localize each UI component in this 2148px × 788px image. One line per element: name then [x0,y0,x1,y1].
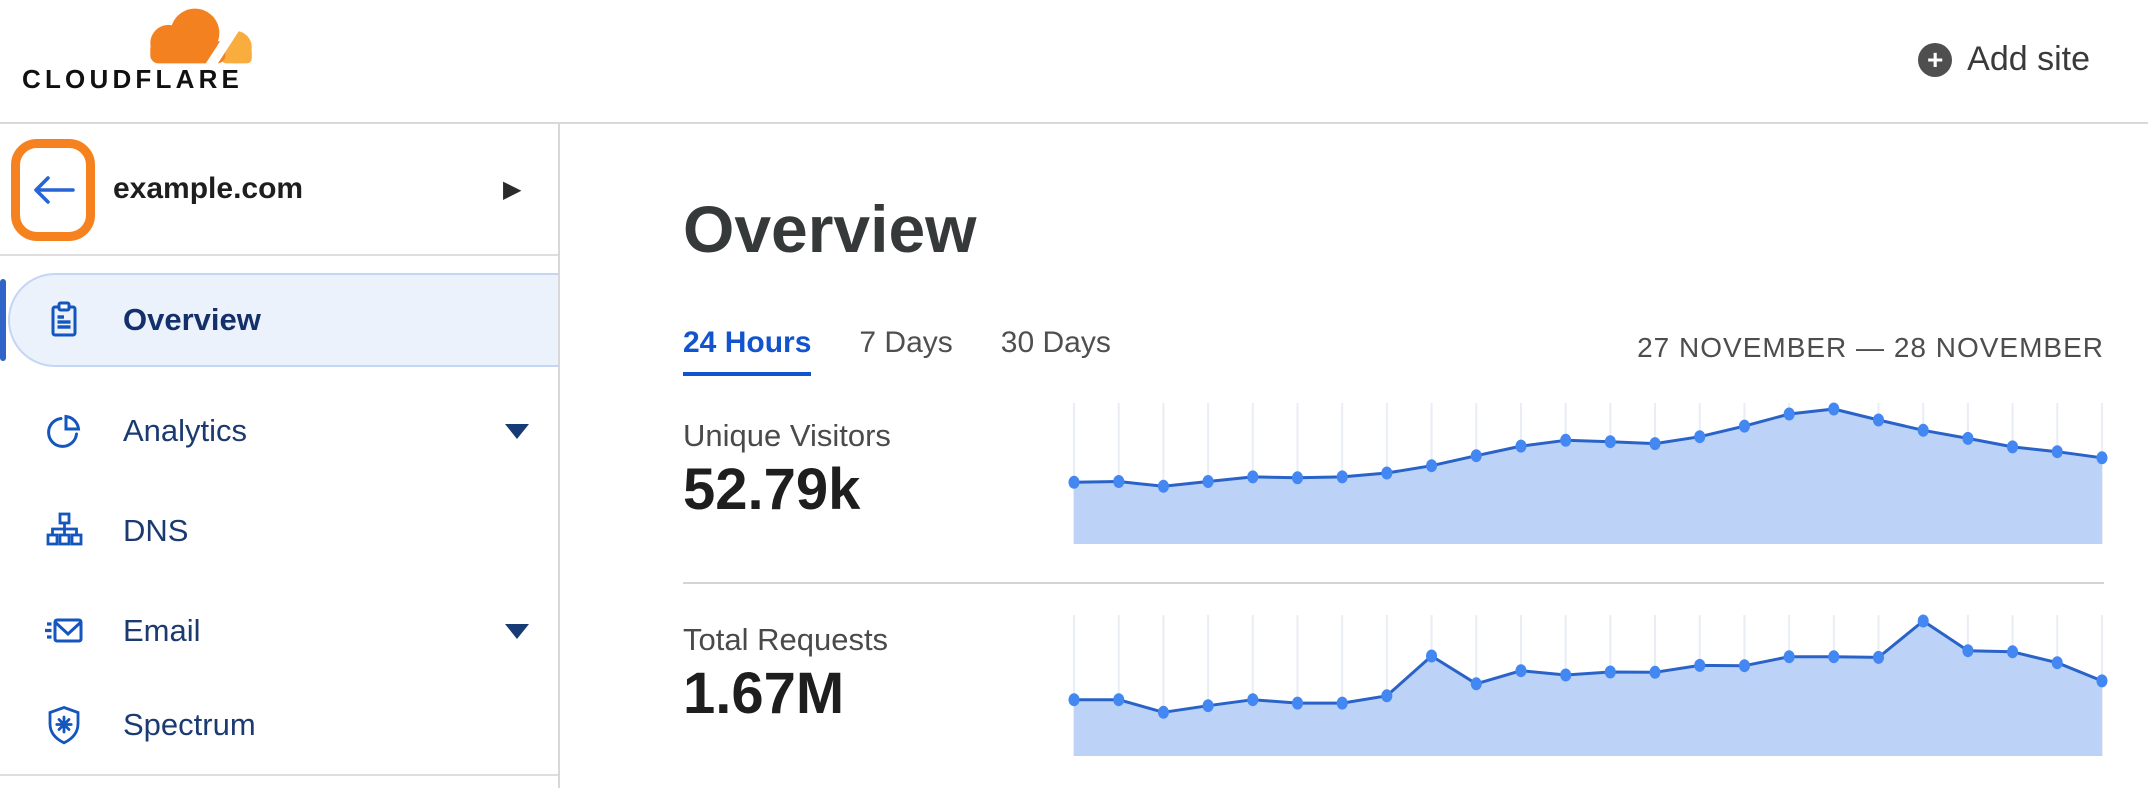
sidebar-item-email[interactable]: Email [0,584,558,678]
sidebar-item-label: DNS [123,513,189,548]
tab-30-days[interactable]: 30 Days [1000,326,1111,359]
sidebar-item-label: Analytics [123,413,248,448]
cloudflare-wordmark: CLOUDFLARE [22,64,244,94]
site-expand-chevron-icon[interactable]: ▶ [503,175,522,203]
chevron-down-icon[interactable] [505,623,529,639]
tab-7-days[interactable]: 7 Days [859,326,953,359]
sidebar-divider [0,774,558,776]
add-site-button[interactable]: + Add site [1918,40,2090,79]
metric-value-total-requests: 1.67M [683,661,845,726]
unique-visitors-chart[interactable] [1068,395,2108,547]
back-arrow-icon[interactable] [30,173,76,207]
site-selector-row: example.com ▶ [0,124,558,256]
time-range-tabs: 24 Hours 7 Days 30 Days [683,326,1111,376]
metric-label-total-requests: Total Requests [683,622,889,657]
sidebar-item-label: Spectrum [123,707,256,742]
envelope-icon [45,618,83,643]
sidebar-item-overview[interactable]: Overview [0,273,558,367]
selected-accent-bar [0,279,6,361]
tab-24-hours[interactable]: 24 Hours [683,326,812,376]
selected-pill [8,273,558,367]
back-button-highlight [11,139,95,241]
page-title: Overview [683,192,977,266]
site-name: example.com [113,172,304,205]
sidebar-item-label: Overview [123,302,261,337]
sidebar-item-spectrum[interactable]: Spectrum [0,678,558,772]
row-divider [683,582,2104,584]
metric-label-unique-visitors: Unique Visitors [683,418,891,453]
cloudflare-logo[interactable]: CLOUDFLARE [22,4,262,96]
plus-icon: + [1918,42,1953,77]
sidebar: example.com ▶ Overview [0,124,560,788]
date-range-label: 27 NOVEMBER — 28 NOVEMBER [1637,332,2104,363]
top-header: CLOUDFLARE + Add site [0,0,2148,124]
add-site-label: Add site [1967,40,2090,78]
chevron-down-icon[interactable] [505,423,529,439]
clipboard-icon [51,301,77,337]
shield-icon [48,706,80,745]
network-tree-icon [46,512,83,546]
sidebar-item-analytics[interactable]: Analytics [0,384,558,478]
sidebar-item-dns[interactable]: DNS [0,484,558,578]
sidebar-item-label: Email [123,613,201,648]
pie-chart-icon [47,414,81,448]
main-content: Overview 24 Hours 7 Days 30 Days 27 NOVE… [562,124,2148,788]
cloudflare-cloud-icon [150,8,252,64]
total-requests-chart[interactable] [1068,607,2108,759]
metric-value-unique-visitors: 52.79k [683,457,861,522]
